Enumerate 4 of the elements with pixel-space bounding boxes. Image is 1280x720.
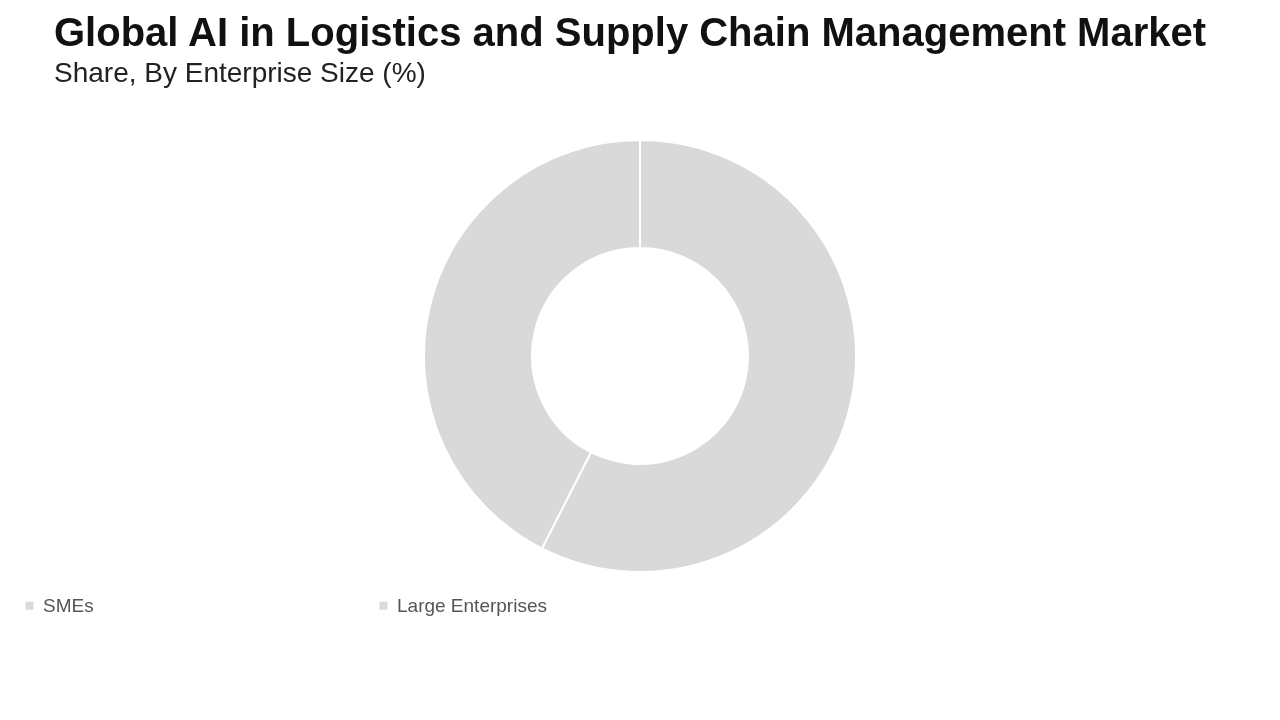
legend-label: Large Enterprises [397, 594, 547, 616]
legend-label: SMEs [43, 594, 94, 616]
chart-title: Global AI in Logistics and Supply Chain Management Market [54, 10, 1207, 54]
chart-subtitle: Share, By Enterprise Size (%) [54, 57, 426, 88]
